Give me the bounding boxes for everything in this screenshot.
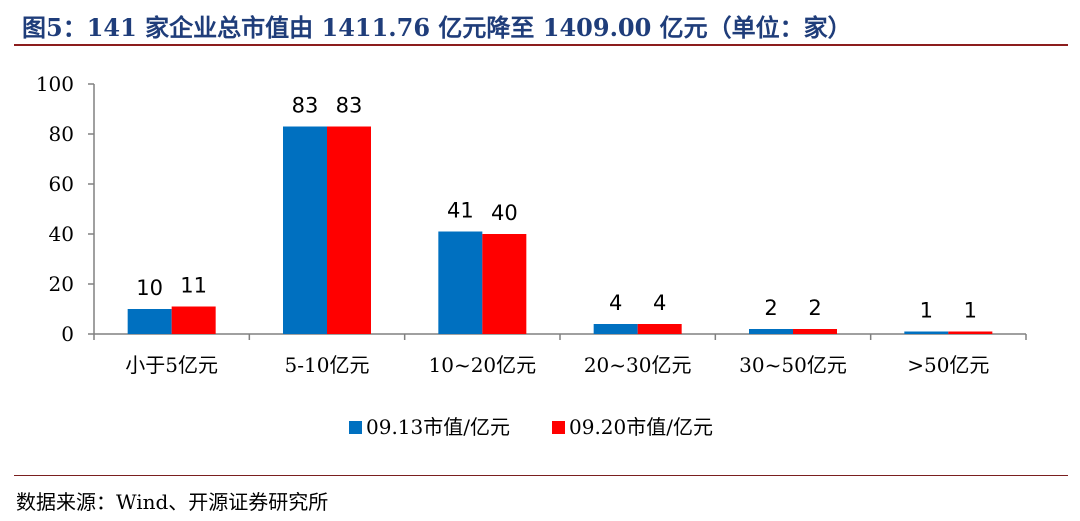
legend-swatch bbox=[349, 421, 362, 434]
bar-1 bbox=[283, 126, 327, 334]
x-category-label: 20~30亿元 bbox=[584, 353, 692, 377]
y-tick-label: 100 bbox=[36, 72, 74, 96]
data-label: 4 bbox=[609, 291, 622, 315]
bar-2 bbox=[171, 306, 216, 334]
y-tick-label: 60 bbox=[49, 172, 74, 196]
y-tick-label: 40 bbox=[49, 222, 74, 246]
bar-2 bbox=[793, 329, 837, 334]
x-category-label: 10~20亿元 bbox=[429, 353, 537, 377]
bar-1 bbox=[904, 331, 949, 334]
legend-swatch bbox=[552, 421, 565, 434]
y-tick-label: 0 bbox=[61, 322, 74, 346]
x-category-label: 5-10亿元 bbox=[285, 353, 370, 377]
data-label: 83 bbox=[336, 94, 363, 118]
data-label: 1 bbox=[920, 299, 933, 323]
data-label: 4 bbox=[653, 291, 666, 315]
bar-chart: 0 20 40 60 80 100 小于5亿元 5-10亿元 10~20亿元 20~30亿元 30~… bbox=[36, 72, 1027, 439]
source-note: 数据来源：Wind、开源证券研究所 bbox=[16, 490, 329, 514]
bar-1 bbox=[749, 329, 793, 334]
legend-label: 09.20市值/亿元 bbox=[569, 415, 713, 439]
bar-2 bbox=[482, 234, 527, 334]
data-label: 40 bbox=[491, 201, 518, 225]
source-divider bbox=[14, 475, 1068, 476]
legend-label: 09.13市值/亿元 bbox=[366, 415, 510, 439]
data-label: 11 bbox=[180, 274, 207, 298]
figure-title: 图5：141 家企业总市值由 1411.76 亿元降至 1409.00 亿元（单… bbox=[22, 13, 852, 42]
bar-2 bbox=[948, 331, 993, 334]
bar-1 bbox=[593, 324, 638, 334]
y-tick-label: 80 bbox=[49, 122, 74, 146]
y-tick-label: 20 bbox=[49, 272, 74, 296]
data-label: 83 bbox=[292, 94, 319, 118]
x-category-label: 小于5亿元 bbox=[125, 353, 218, 377]
data-label: 1 bbox=[964, 299, 977, 323]
x-category-label: >50亿元 bbox=[907, 353, 989, 377]
data-label: 41 bbox=[447, 199, 474, 223]
bar-1 bbox=[127, 309, 172, 334]
data-label: 2 bbox=[764, 296, 777, 320]
bar-2 bbox=[327, 126, 371, 334]
bar-2 bbox=[637, 324, 682, 334]
bar-1 bbox=[438, 231, 483, 334]
data-label: 2 bbox=[808, 296, 821, 320]
title-divider bbox=[14, 44, 1068, 46]
data-label: 10 bbox=[136, 276, 163, 300]
x-category-label: 30~50亿元 bbox=[739, 353, 847, 377]
